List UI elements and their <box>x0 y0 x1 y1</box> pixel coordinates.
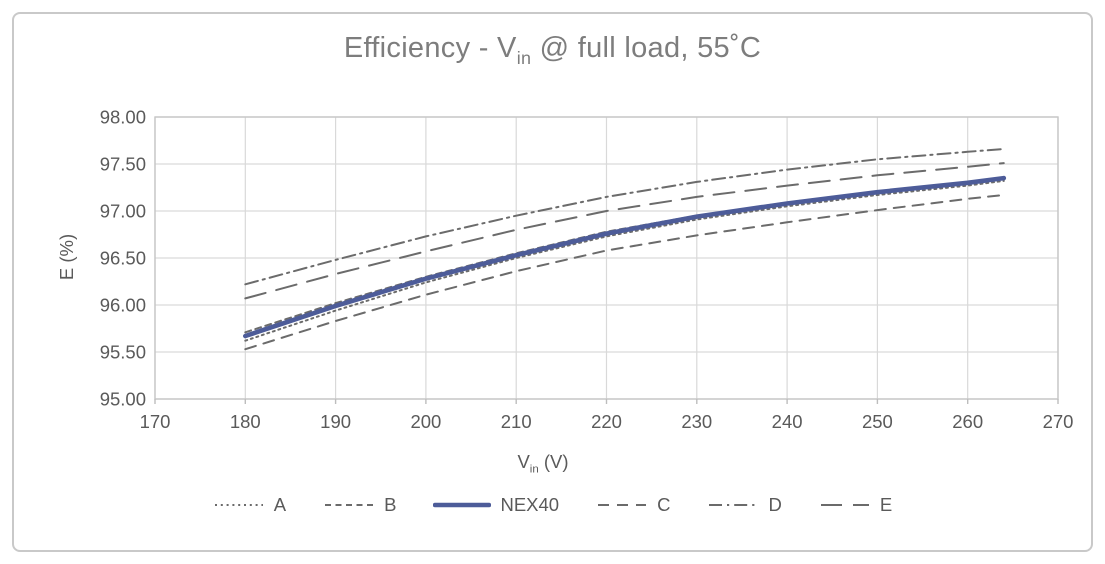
x-tick-label: 230 <box>681 411 712 432</box>
x-tick-label: 190 <box>320 411 351 432</box>
x-tick-label: 250 <box>862 411 893 432</box>
legend-line-sample-B <box>325 504 374 506</box>
legend-label: B <box>384 494 397 515</box>
legend-item-C: C <box>596 494 670 516</box>
chart-legend: A B NEX40 C D E <box>0 493 1105 517</box>
legend-line-sample-A <box>214 504 263 506</box>
legend-item-B: B <box>323 494 396 516</box>
y-tick-label: 95.00 <box>100 389 146 410</box>
x-tick-label: 170 <box>140 411 171 432</box>
legend-label: A <box>273 494 287 515</box>
chart-title: Efficiency - Vin @ full load, 55˚C <box>343 32 762 68</box>
series-line-D <box>244 148 1005 286</box>
y-tick-label: 95.50 <box>100 342 146 363</box>
x-tick-label: 200 <box>410 411 441 432</box>
legend-label: C <box>657 494 671 515</box>
x-tick-label: 180 <box>230 411 261 432</box>
x-tick-labels: 170 180 190 200 210 220 230 240 250 260 270 <box>140 411 1074 432</box>
series-line-A <box>244 179 1005 342</box>
y-tick-label: 97.50 <box>100 154 146 175</box>
legend-item-NEX40: NEX40 <box>433 494 559 516</box>
series-line-NEX40 <box>243 175 1007 339</box>
legend-line-sample-NEX40 <box>433 502 492 508</box>
legend-label: E <box>879 494 893 515</box>
legend-label: D <box>768 494 782 515</box>
x-tick-label: 210 <box>501 411 532 432</box>
legend-item-D: D <box>707 494 782 516</box>
x-axis-ticks <box>154 399 1059 404</box>
x-axis-title: Vin (V) <box>517 451 569 476</box>
y-tick-label: 96.50 <box>100 248 146 269</box>
series-line-B <box>244 177 1005 334</box>
y-tick-label: 96.00 <box>100 295 146 316</box>
legend-line-sample-E <box>820 504 869 506</box>
x-tick-label: 220 <box>591 411 622 432</box>
y-tick-label: 97.00 <box>100 201 146 222</box>
legend-item-E: E <box>819 494 892 516</box>
x-tick-label: 240 <box>772 411 803 432</box>
legend-item-A: A <box>213 494 286 516</box>
legend-label: NEX40 <box>500 494 560 515</box>
gridlines <box>154 116 1059 400</box>
x-tick-label: 260 <box>952 411 983 432</box>
y-tick-labels: 95.00 95.50 96.00 96.50 97.00 97.50 98.00 <box>100 107 146 410</box>
y-axis-title: E (%) <box>56 233 77 281</box>
series-line-E <box>244 162 1005 300</box>
series-line-C <box>244 194 1005 351</box>
x-tick-label: 270 <box>1043 411 1074 432</box>
legend-line-sample-D <box>709 504 758 506</box>
legend-line-sample-C <box>598 504 647 506</box>
y-tick-label: 98.00 <box>100 107 146 128</box>
